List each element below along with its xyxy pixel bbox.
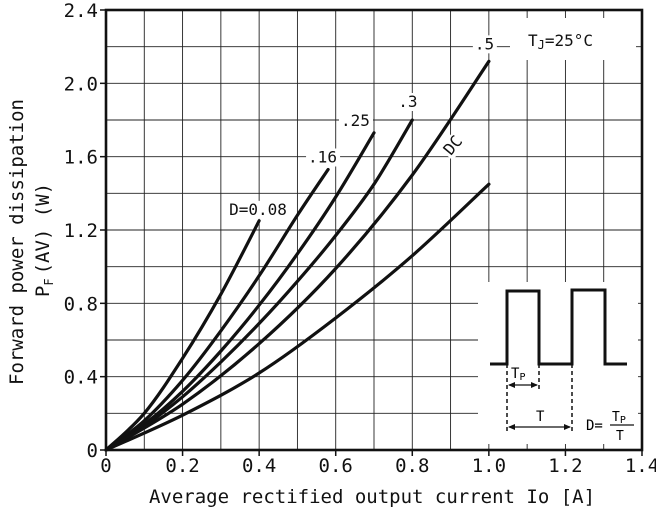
series-curve	[104, 182, 491, 452]
condition-box-background	[510, 18, 636, 60]
x-tick-label: 1.4	[625, 455, 656, 477]
y-tick-labels: 0 0.4 0.8 1.2 1.6 2.0 2.4	[64, 0, 106, 462]
x-tick-labels: 0 0.2 0.4 0.6 0.8 1.0 1.2 1.4	[100, 450, 656, 477]
inset-pulse-waveform	[490, 288, 627, 366]
series-label-background	[438, 130, 469, 161]
y-tick-label: 1.6	[64, 147, 98, 169]
y-tick-label: 0	[87, 440, 98, 462]
inset-t-label: T	[536, 409, 545, 425]
series-label: .3	[398, 92, 417, 111]
series-curve	[104, 118, 414, 452]
series-curves	[104, 59, 491, 452]
x-tick-label: 0.6	[319, 455, 353, 477]
x-tick-label: 0.8	[395, 455, 429, 477]
series-curve	[104, 131, 376, 452]
series-label: .5	[475, 34, 494, 53]
series-label: D=0.08	[229, 200, 287, 219]
y-tick-label: 0.8	[64, 293, 98, 315]
inset-t-arrowhead-right	[564, 424, 571, 430]
inset-tp-arrowhead-right	[531, 382, 538, 388]
series-label: .16	[308, 148, 337, 167]
duty-cycle-inset: TP T D= TP T	[478, 282, 638, 444]
x-tick-label: 1.2	[548, 455, 582, 477]
series-label-background	[339, 111, 373, 130]
series-curve	[104, 59, 491, 452]
y-tick-label: 0.4	[64, 367, 98, 389]
series-label: .25	[341, 111, 370, 130]
inset-duty-denominator: T	[616, 429, 624, 444]
y-axis-label-line1: Forward power dissipation	[6, 99, 28, 385]
y-axis-label-line2: PF(AV) (W)	[32, 183, 56, 297]
condition-box: TJ=25°C	[510, 18, 636, 60]
condition-label: TJ=25°C	[528, 31, 593, 52]
series-label-background	[396, 93, 421, 111]
series-label-background	[472, 35, 497, 54]
inset-duty-lhs: D=	[586, 418, 603, 434]
series-labels: D=0.08.16.25.3.5DC	[227, 34, 497, 219]
x-tick-label: 0.4	[242, 455, 276, 477]
x-tick-label: 0	[100, 455, 111, 477]
y-axis-title: Forward power dissipation PF(AV) (W)	[6, 99, 56, 385]
y-tick-label: 2.0	[64, 73, 98, 95]
series-curve	[104, 167, 330, 452]
y-tick-label: 1.2	[64, 220, 98, 242]
inset-tp-label: TP	[511, 366, 525, 383]
inset-tp-arrowhead-left	[508, 382, 515, 388]
x-tick-label: 0.2	[165, 455, 199, 477]
y-tick-label: 2.4	[64, 0, 98, 22]
series-curve	[104, 219, 261, 452]
series-label-background	[306, 148, 341, 167]
x-axis-label: Average rectified output current Io [A]	[149, 486, 595, 508]
inset-t-arrowhead-left	[508, 424, 515, 430]
x-tick-label: 1.0	[472, 455, 506, 477]
inset-duty-numerator: TP	[612, 410, 626, 426]
series-label-background	[227, 200, 292, 219]
